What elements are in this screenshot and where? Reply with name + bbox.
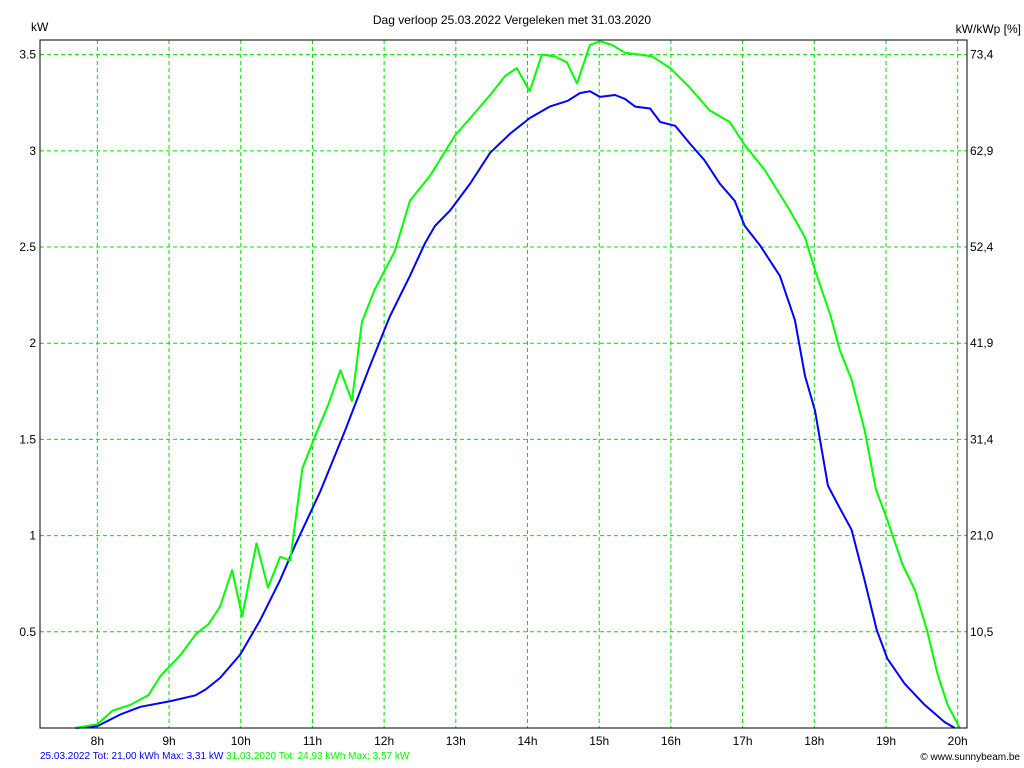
y-tick-label: 3	[29, 144, 36, 158]
y-right-tick-label: 52,4	[970, 240, 994, 254]
y-right-tick-label: 10,5	[970, 625, 994, 639]
legend-series-1: 25.03.2022 Tot: 21,00 kWh Max: 3,31 kW	[40, 751, 224, 762]
y-right-tick-label: 31,4	[970, 432, 994, 446]
x-tick-label: 9h	[162, 734, 175, 748]
x-tick-label: 16h	[661, 734, 681, 748]
y-right-tick-label: 21,0	[970, 529, 994, 543]
x-tick-label: 14h	[518, 734, 538, 748]
x-tick-label: 18h	[804, 734, 824, 748]
x-tick-label: 17h	[733, 734, 753, 748]
x-tick-label: 8h	[91, 734, 104, 748]
y-right-tick-label: 41,9	[970, 336, 994, 350]
credit: © www.sunnybeam.be	[920, 752, 1020, 763]
y-right-tick-label: 62,9	[970, 144, 994, 158]
legend: 25.03.2022 Tot: 21,00 kWh Max: 3,31 kW 3…	[40, 751, 409, 762]
series-lines	[74, 40, 961, 729]
x-tick-label: 12h	[374, 734, 394, 748]
plot-frame	[39, 39, 968, 729]
y-tick-label: 1	[29, 529, 36, 543]
y-tick-label: 1.5	[19, 432, 36, 446]
ticks: 8h 9h 10h 11h 12h 13h 14h 15h 16h 17h 18h 19h 20h 0.5…	[19, 48, 993, 748]
series-line-2	[74, 40, 961, 729]
grid	[40, 40, 967, 728]
y-right-tick-label: 73,4	[970, 48, 994, 62]
x-tick-label: 15h	[589, 734, 609, 748]
legend-series-2: 31.03.2020 Tot: 24,93 kWh Max: 3,57 kW	[226, 751, 410, 762]
x-tick-label: 11h	[303, 734, 322, 748]
y-tick-label: 0.5	[19, 625, 36, 639]
y-tick-label: 3.5	[19, 48, 36, 62]
y-tick-label: 2.5	[19, 240, 36, 254]
series-line-1	[75, 90, 956, 729]
x-tick-label: 10h	[231, 734, 251, 748]
x-tick-label: 19h	[876, 734, 896, 748]
y-axis-right-label: kW/kWp [%]	[956, 22, 1021, 36]
y-tick-label: 2	[29, 336, 36, 350]
chart-title: Dag verloop 25.03.2022 Vergeleken met 31…	[373, 13, 652, 27]
y-axis-label: kW	[31, 20, 49, 34]
x-tick-label: 13h	[446, 734, 466, 748]
x-tick-label: 20h	[948, 734, 968, 748]
